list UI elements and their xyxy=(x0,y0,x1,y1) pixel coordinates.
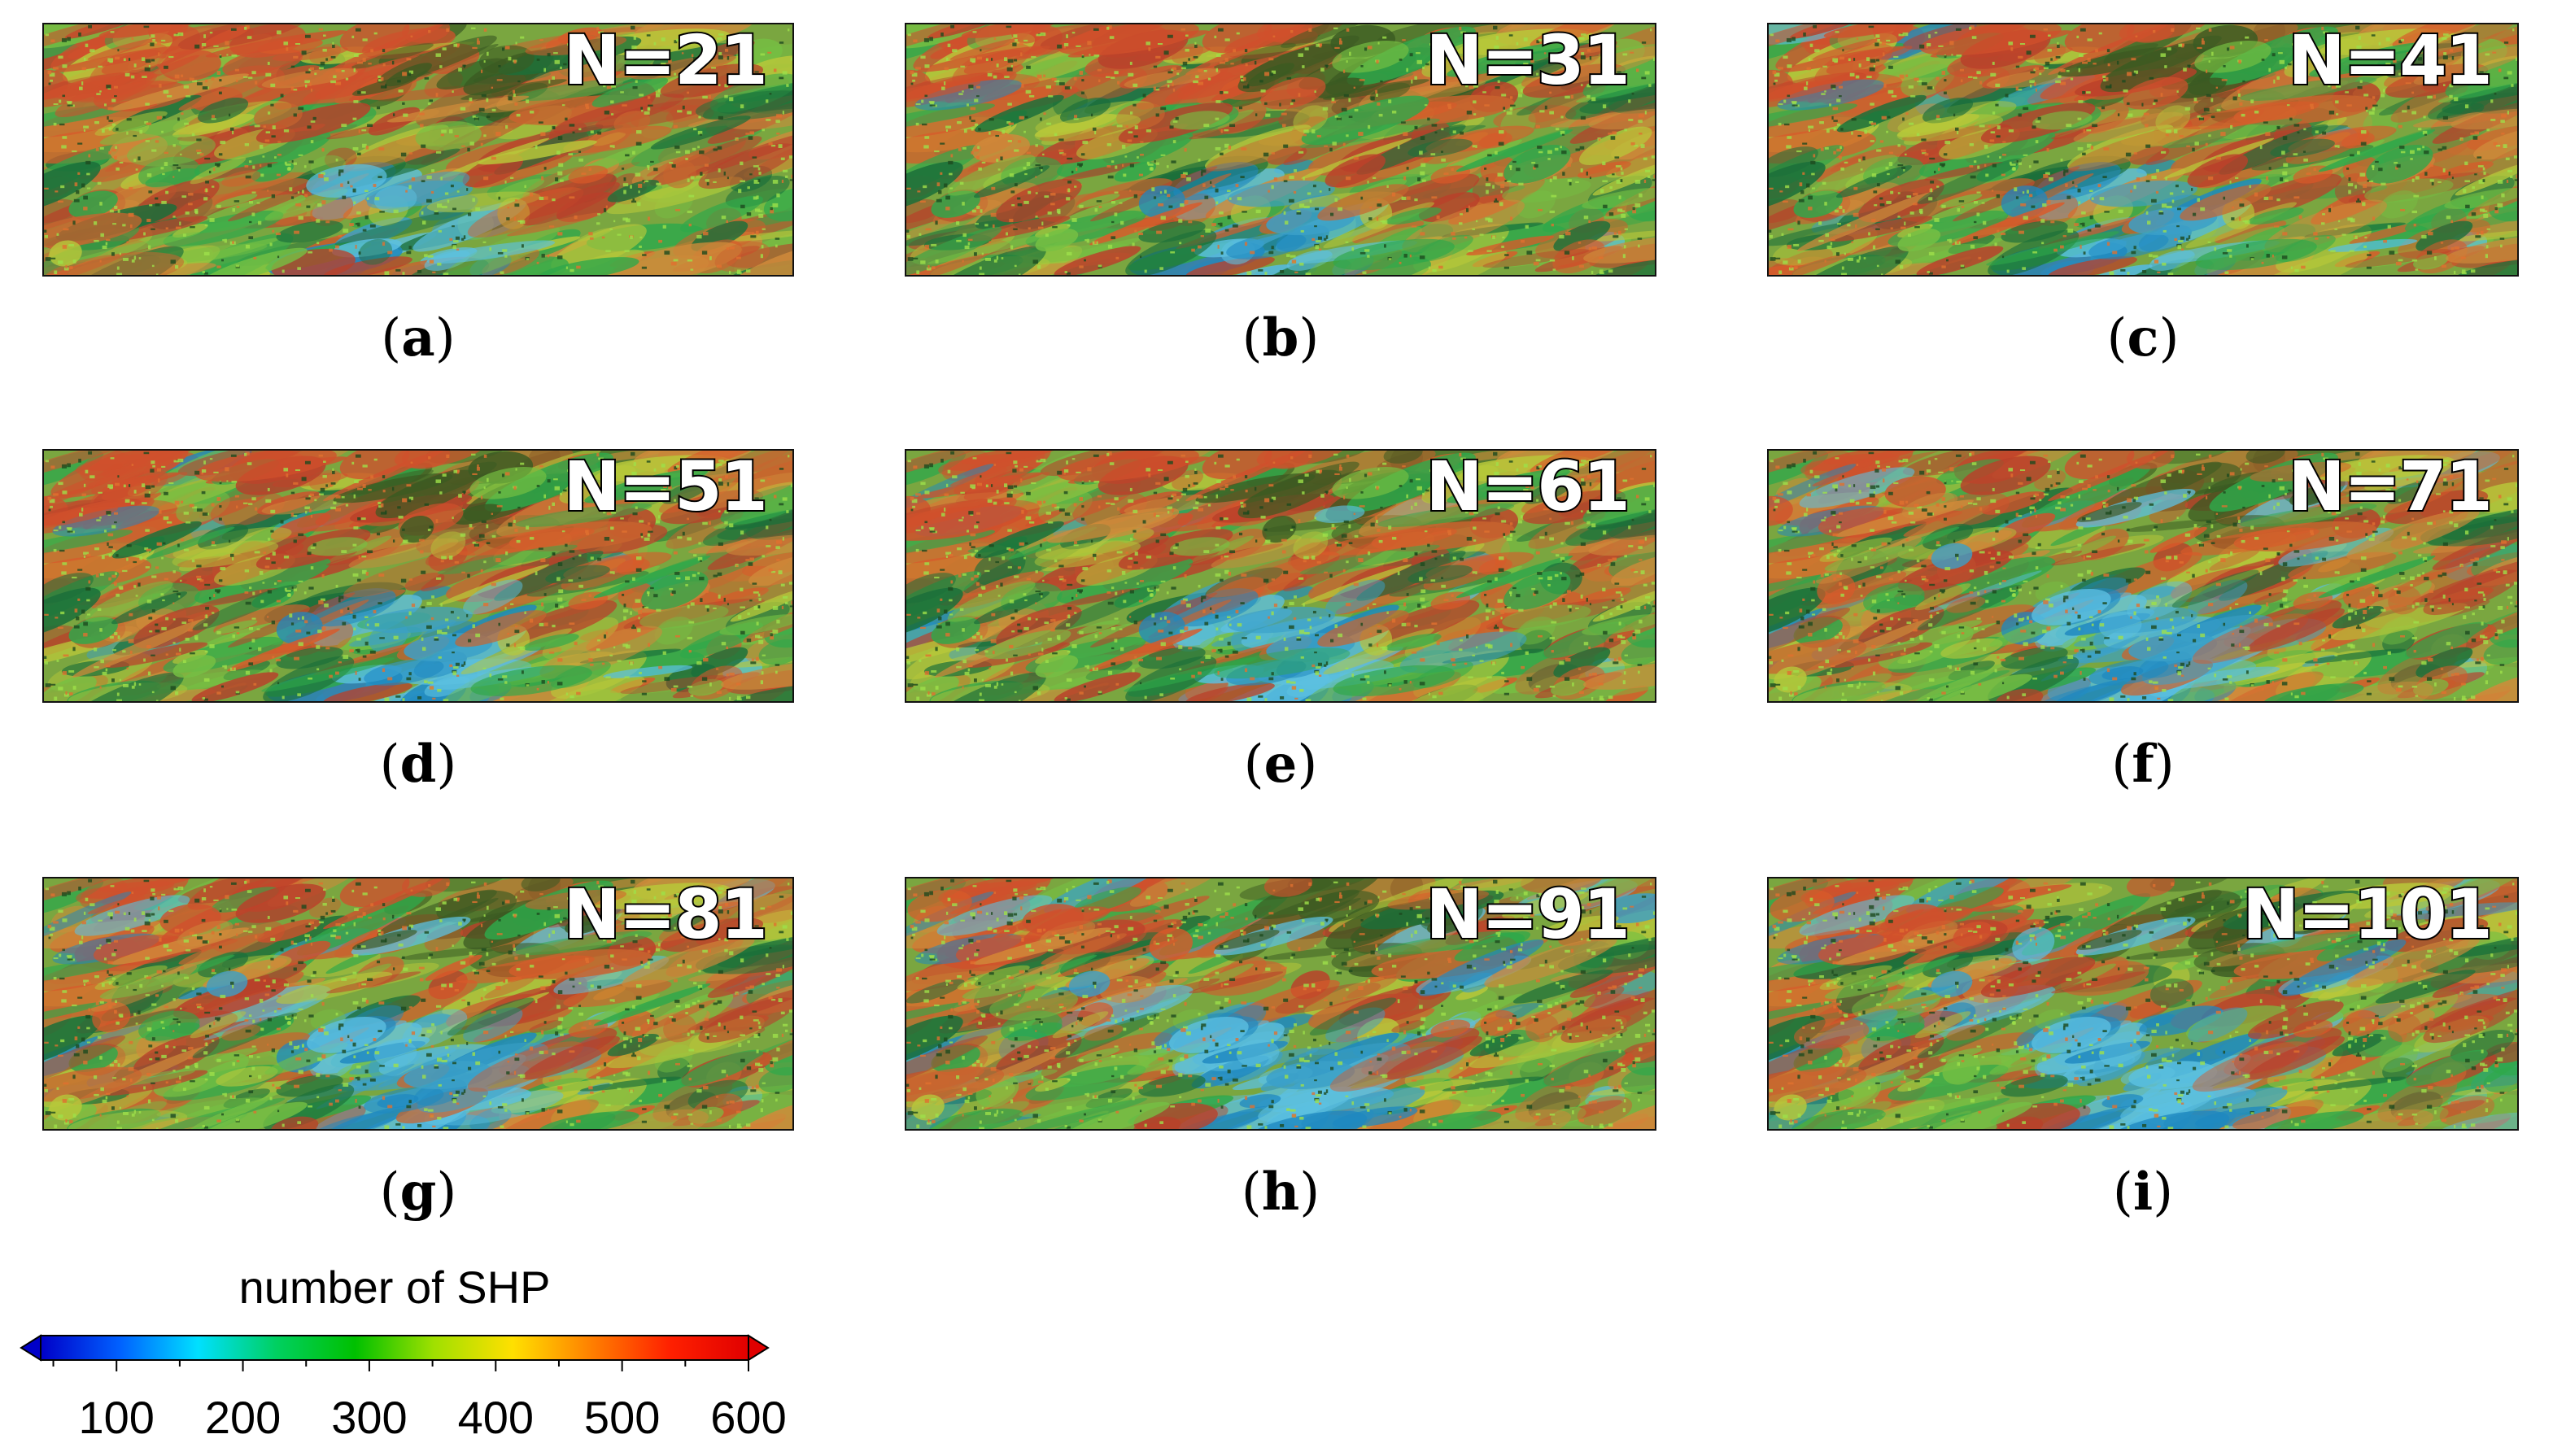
shp-map xyxy=(905,877,1656,1131)
panel-caption: (b) xyxy=(1242,307,1320,368)
panel-f: N=71 xyxy=(1767,449,2519,703)
map-texture xyxy=(906,878,1655,1129)
shp-map xyxy=(42,877,794,1131)
panel-h: N=91 xyxy=(905,877,1656,1131)
panel-letter: a xyxy=(401,307,435,368)
panel-caption: (a) xyxy=(381,307,456,368)
panel-c: N=41 xyxy=(1767,23,2519,277)
panel-caption: (c) xyxy=(2106,307,2180,368)
map-texture xyxy=(906,24,1655,275)
panel-e: N=61 xyxy=(905,449,1656,703)
colorbar-tick-label: 600 xyxy=(710,1392,787,1443)
shp-map xyxy=(42,23,794,277)
window-size-label: N=41 xyxy=(2286,20,2494,100)
panel-b: N=31 xyxy=(905,23,1656,277)
window-size-label: N=101 xyxy=(2241,874,2494,954)
panel-letter: e xyxy=(1263,734,1298,795)
panel-caption: (d) xyxy=(379,734,457,795)
colorbar: number of SHP 100 200 300 400 500 600 xyxy=(16,1261,787,1448)
window-size-label: N=31 xyxy=(1424,20,1632,100)
map-texture xyxy=(1769,24,2517,275)
shp-map xyxy=(1767,23,2519,277)
panel-letter: c xyxy=(2127,307,2159,368)
shp-map xyxy=(42,449,794,703)
window-size-label: N=61 xyxy=(1424,447,1632,526)
panel-caption: (h) xyxy=(1241,1162,1320,1223)
window-size-label: N=51 xyxy=(561,447,770,526)
map-texture xyxy=(906,451,1655,701)
shp-map xyxy=(1767,449,2519,703)
shp-map xyxy=(1767,877,2519,1131)
shp-map xyxy=(905,23,1656,277)
colorbar-tick-label: 500 xyxy=(583,1392,661,1443)
colorbar-min-arrow xyxy=(20,1334,41,1362)
panel-letter: g xyxy=(399,1162,437,1223)
panel-caption: (g) xyxy=(379,1162,457,1223)
window-size-label: N=71 xyxy=(2286,447,2494,526)
colorbar-tick-label: 400 xyxy=(457,1392,534,1443)
window-size-label: N=91 xyxy=(1424,874,1632,954)
panel-letter: f xyxy=(2132,734,2154,795)
map-texture xyxy=(44,451,792,701)
colorbar-title: number of SHP xyxy=(238,1262,551,1313)
map-texture xyxy=(1769,878,2517,1129)
colorbar-tick-label: 100 xyxy=(78,1392,155,1443)
panel-d: N=51 xyxy=(42,449,794,703)
panel-letter: d xyxy=(399,734,437,795)
map-texture xyxy=(44,878,792,1129)
window-size-label: N=21 xyxy=(561,20,770,100)
panel-i: N=101 xyxy=(1767,877,2519,1131)
colorbar-scale xyxy=(20,1334,770,1371)
shp-map xyxy=(905,449,1656,703)
map-texture xyxy=(1769,451,2517,701)
colorbar-tick-label: 200 xyxy=(204,1392,281,1443)
colorbar-tick-labels: 100 200 300 400 500 600 xyxy=(16,1391,786,1448)
panel-caption: (f) xyxy=(2111,734,2175,795)
panel-a: N=21 xyxy=(42,23,794,277)
colorbar-gradient xyxy=(40,1335,749,1361)
window-size-label: N=81 xyxy=(561,874,770,954)
panel-g: N=81 xyxy=(42,877,794,1131)
colorbar-max-arrow xyxy=(748,1334,770,1362)
panel-caption: (i) xyxy=(2112,1162,2174,1223)
panel-caption: (e) xyxy=(1243,734,1318,795)
colorbar-tick-label: 300 xyxy=(331,1392,408,1443)
panel-letter: b xyxy=(1262,307,1299,368)
map-texture xyxy=(44,24,792,275)
panel-letter: i xyxy=(2132,1162,2154,1223)
panel-letter: h xyxy=(1261,1162,1300,1223)
